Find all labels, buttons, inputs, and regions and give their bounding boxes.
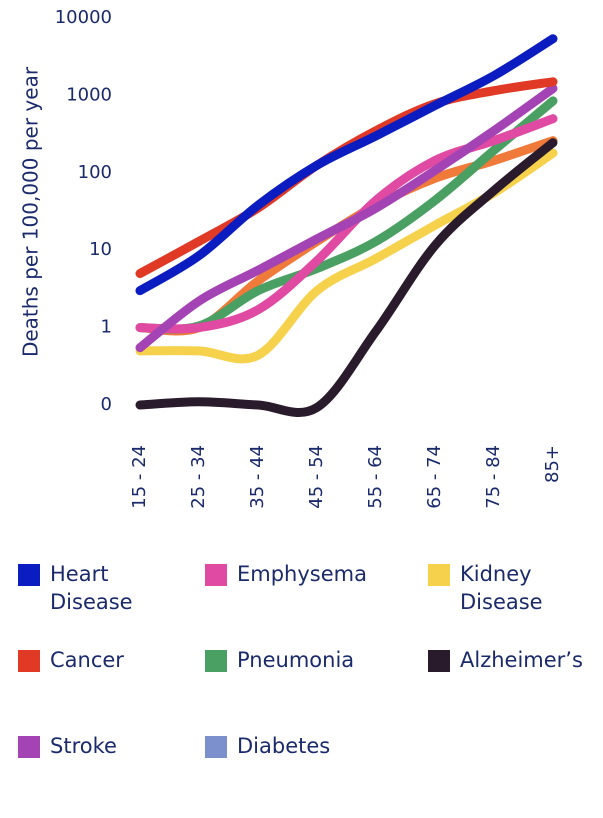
- x-tick-label: 45 - 54: [306, 445, 327, 509]
- legend-item: Diabetes: [205, 732, 428, 818]
- x-tick-label: 75 - 84: [483, 445, 504, 509]
- series-line: [135, 83, 558, 353]
- legend-swatch: [205, 650, 227, 672]
- x-tick-label: 15 - 24: [129, 445, 150, 509]
- legend-item: Cancer: [18, 646, 205, 732]
- legend-label: Pneumonia: [237, 648, 355, 672]
- legend-item: Emphysema: [205, 560, 428, 646]
- legend-label: Cancer: [50, 648, 124, 672]
- legend-swatch: [428, 564, 450, 586]
- legend-swatch: [428, 650, 450, 672]
- legend-item: Heart Disease: [18, 560, 205, 646]
- legend-label: Emphysema: [237, 562, 367, 586]
- legend-label: Stroke: [50, 734, 117, 758]
- chart: Deaths per 100,000 per year 0 1 10 100 1000 1…: [19, 7, 564, 509]
- series-line: [135, 138, 558, 417]
- legend-label: Heart Disease: [50, 562, 133, 614]
- legend-swatch: [18, 564, 40, 586]
- legend-item: Kidney Disease: [428, 560, 603, 646]
- legend-label: Kidney Disease: [460, 562, 543, 614]
- series-line: [135, 114, 558, 334]
- series-line: [135, 77, 558, 278]
- legend-item: Alzheimer’s: [428, 646, 603, 732]
- y-axis-label: Deaths per 100,000 per year: [19, 66, 43, 357]
- legend-swatch: [205, 736, 227, 758]
- x-tick-label: 55 - 64: [365, 445, 386, 509]
- y-tick-label: 0: [101, 394, 112, 415]
- y-tick-label: 10: [89, 239, 112, 260]
- y-tick-label: 1000: [66, 84, 112, 105]
- legend: Heart Disease Emphysema Kidney Disease Canc…: [18, 560, 603, 818]
- x-tick-label: 65 - 74: [424, 445, 445, 509]
- x-tick-label: 85+: [542, 445, 563, 483]
- legend-swatch: [18, 650, 40, 672]
- legend-swatch: [18, 736, 40, 758]
- legend-swatch: [205, 564, 227, 586]
- x-tick-label: 25 - 34: [188, 445, 209, 509]
- y-tick-label: 10000: [55, 7, 112, 28]
- y-tick-label: 100: [78, 162, 112, 183]
- x-tick-label: 35 - 44: [247, 445, 268, 509]
- legend-item: Pneumonia: [205, 646, 428, 732]
- legend-label: Diabetes: [237, 734, 331, 758]
- legend-label: Alzheimer’s: [460, 648, 583, 672]
- page: Deaths per 100,000 per year 0 1 10 100 1000 1…: [18, 7, 583, 758]
- y-tick-label: 1: [101, 317, 112, 338]
- series-line: [135, 34, 558, 296]
- legend-item: Stroke: [18, 732, 205, 818]
